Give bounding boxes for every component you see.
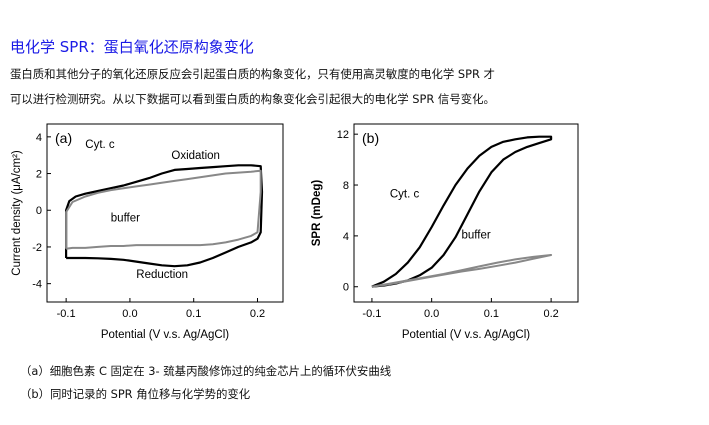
x-axis-label: Potential (V v.s. Ag/AgCl): [101, 329, 229, 341]
x-tick-label: 0.2: [250, 308, 265, 320]
x-tick-label: -0.1: [57, 308, 76, 320]
series-line-1: [371, 135, 553, 288]
y-tick-label: 4: [36, 132, 42, 144]
y-tick-label: 2: [36, 169, 42, 181]
x-tick-label: 0.0: [424, 308, 439, 320]
plot-frame: [353, 123, 579, 303]
y-tick-label: -4: [32, 279, 42, 291]
caption-a: （a）细胞色素 C 固定在 3- 巯基丙酸修饰过的纯金芯片上的循环伏安曲线: [20, 364, 392, 378]
x-tick-label: 0.1: [484, 308, 499, 320]
y-tick-label: 4: [343, 231, 349, 243]
y-axis-label: Current density (μA/cm²): [11, 150, 23, 276]
x-tick-label: 0.2: [543, 308, 558, 320]
annotation-label: Reduction: [136, 269, 188, 281]
annotation-label: Cyt. c: [85, 139, 115, 151]
y-axis-label: SPR (mDeg): [311, 180, 323, 247]
annotation-label: Cyt. c: [390, 189, 420, 201]
intro-paragraph-line-1: 蛋白质和其他分子的氧化还原反应会引起蛋白质的构象变化，只有使用高灵敏度的电化学 …: [10, 67, 495, 81]
page-title: 电化学 SPR：蛋白氧化还原构象变化: [10, 38, 254, 56]
x-tick-label: 0.1: [186, 308, 201, 320]
intro-paragraph-line-2: 可以进行检测研究。从以下数据可以看到蛋白质的构象变化会引起很大的电化学 SPR …: [10, 92, 495, 106]
panel-label: (b): [362, 130, 379, 146]
series-line-2: [371, 254, 553, 288]
y-tick-label: 8: [343, 180, 349, 192]
y-tick-label: -2: [32, 242, 42, 254]
caption-b: （b）同时记录的 SPR 角位移与化学势的变化: [20, 387, 251, 401]
annotation-label: buffer: [111, 212, 140, 224]
plot-frame: [46, 123, 284, 303]
x-axis-label: Potential (V v.s. Ag/AgCl): [402, 329, 530, 341]
annotation-label: Oxidation: [171, 150, 220, 162]
y-tick-label: 12: [337, 129, 349, 141]
x-tick-label: 0.0: [122, 308, 137, 320]
series-line-2: [65, 169, 262, 250]
panel-label: (a): [55, 130, 72, 146]
annotation-label: buffer: [462, 229, 491, 241]
x-tick-label: -0.1: [362, 308, 381, 320]
y-tick-label: 0: [343, 282, 349, 294]
y-tick-label: 0: [36, 205, 42, 217]
